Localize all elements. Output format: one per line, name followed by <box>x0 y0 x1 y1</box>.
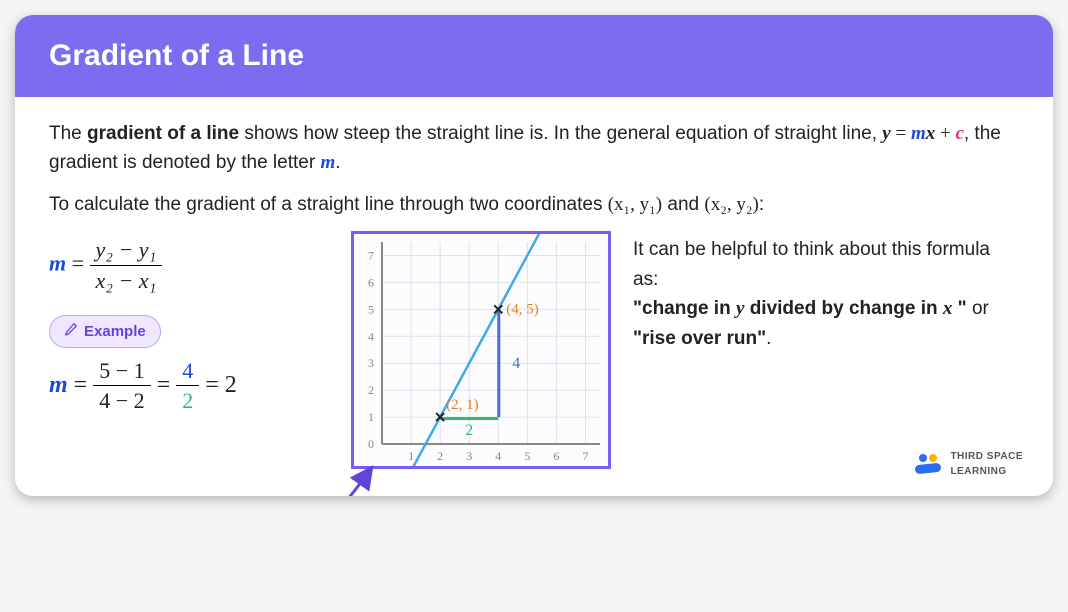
ex-result: = 2 <box>199 372 237 398</box>
card-header: Gradient of a Line <box>15 15 1053 97</box>
eq-equals: = <box>891 123 911 144</box>
eq-x: x <box>926 123 936 144</box>
ex-eq1: = <box>68 372 94 398</box>
letter-m: m <box>320 152 335 173</box>
text: : <box>759 194 764 215</box>
svg-text:2: 2 <box>465 422 473 439</box>
svg-text:5: 5 <box>368 303 374 317</box>
svg-text:(4, 5): (4, 5) <box>506 302 539 318</box>
svg-text:6: 6 <box>368 276 374 290</box>
brand-icon <box>914 454 942 474</box>
eq-c: c <box>955 123 963 144</box>
svg-text:4: 4 <box>495 449 501 463</box>
text: The <box>49 123 87 144</box>
svg-text:7: 7 <box>582 449 588 463</box>
card-title: Gradient of a Line <box>49 39 304 72</box>
q-x: x <box>943 298 953 319</box>
formula-den: x₂ − x₁ <box>90 266 163 293</box>
text: and <box>662 194 704 215</box>
calc-paragraph: To calculate the gradient of a straight … <box>49 190 1019 219</box>
svg-text:2: 2 <box>437 449 443 463</box>
tip-or: or <box>967 298 989 319</box>
q1a: "change in <box>633 298 736 319</box>
ex-n1: 5 − 1 <box>93 358 150 386</box>
svg-text:1: 1 <box>408 449 414 463</box>
example-label: Example <box>84 320 146 343</box>
chart-container: 1 1 2 2 3 3 4 4 5 5 6 6 7 7 0 2 4 (2, 1) (4, 5) <box>351 231 611 475</box>
ex-n2: 4 <box>176 358 199 386</box>
ex-d1: 4 − 2 <box>93 386 150 413</box>
svg-text:(2, 1): (2, 1) <box>446 397 479 413</box>
intro-paragraph: The gradient of a line shows how steep t… <box>49 119 1019 178</box>
pencil-icon <box>64 320 78 343</box>
ex-d2: 2 <box>176 386 199 413</box>
ex-eq2: = <box>151 372 177 398</box>
brand-line1: THIRD SPACE <box>950 449 1023 465</box>
formula-eq: = <box>66 251 89 276</box>
svg-text:4: 4 <box>512 356 520 373</box>
svg-text:3: 3 <box>368 357 374 371</box>
formula-num: y₂ − y₁ <box>90 237 163 265</box>
ex-lhs: m <box>49 372 68 398</box>
example-calc: m = 5 − 14 − 2 = 42 = 2 <box>49 358 329 414</box>
svg-text:2: 2 <box>368 383 374 397</box>
brand-badge: THIRD SPACE LEARNING <box>914 449 1023 480</box>
concept-card: Gradient of a Line The gradient of a lin… <box>15 15 1053 496</box>
svg-text:1: 1 <box>368 410 374 424</box>
formulas-col: m = y₂ − y₁x₂ − x₁ Example m = 5 − 14 − … <box>49 231 329 413</box>
svg-text:0: 0 <box>368 437 374 451</box>
lower-row: m = y₂ − y₁x₂ − x₁ Example m = 5 − 14 − … <box>49 231 1019 475</box>
example-chip: Example <box>49 315 161 348</box>
tip-lead: It can be helpful to think about this fo… <box>633 239 990 289</box>
q1b: divided by change in <box>744 298 942 319</box>
svg-text:3: 3 <box>466 449 472 463</box>
text: . <box>335 152 340 173</box>
svg-text:7: 7 <box>368 249 374 263</box>
formula-lhs: m <box>49 251 66 276</box>
svg-text:5: 5 <box>524 449 530 463</box>
ex-frac2: 42 <box>176 358 199 414</box>
chart-border: 1 1 2 2 3 3 4 4 5 5 6 6 7 7 0 2 4 (2, 1) (4, 5) <box>351 231 611 469</box>
key-term: gradient of a line <box>87 123 239 144</box>
tip-col: It can be helpful to think about this fo… <box>633 231 1019 353</box>
brand-text: THIRD SPACE LEARNING <box>950 449 1023 480</box>
svg-text:6: 6 <box>553 449 559 463</box>
q1c: " <box>952 298 966 319</box>
tip-dot: . <box>766 328 771 349</box>
coord-1: (x₁, y₁) <box>608 194 662 215</box>
text: To calculate the gradient of a straight … <box>49 194 608 215</box>
brand-line2: LEARNING <box>950 464 1023 480</box>
formula-fraction: y₂ − y₁x₂ − x₁ <box>90 237 163 293</box>
card-content: The gradient of a line shows how steep t… <box>15 97 1053 496</box>
gradient-formula: m = y₂ − y₁x₂ − x₁ <box>49 237 329 293</box>
gradient-chart: 1 1 2 2 3 3 4 4 5 5 6 6 7 7 0 2 4 (2, 1) (4, 5) <box>354 234 608 466</box>
coord-2: (x₂, y₂) <box>704 194 758 215</box>
eq-m: m <box>911 123 926 144</box>
ex-frac1: 5 − 14 − 2 <box>93 358 150 414</box>
eq-plus: + <box>935 123 955 144</box>
svg-text:4: 4 <box>368 330 374 344</box>
q2: "rise over run" <box>633 328 766 349</box>
eq-y: y <box>882 123 890 144</box>
text: shows how steep the straight line is. In… <box>239 123 882 144</box>
